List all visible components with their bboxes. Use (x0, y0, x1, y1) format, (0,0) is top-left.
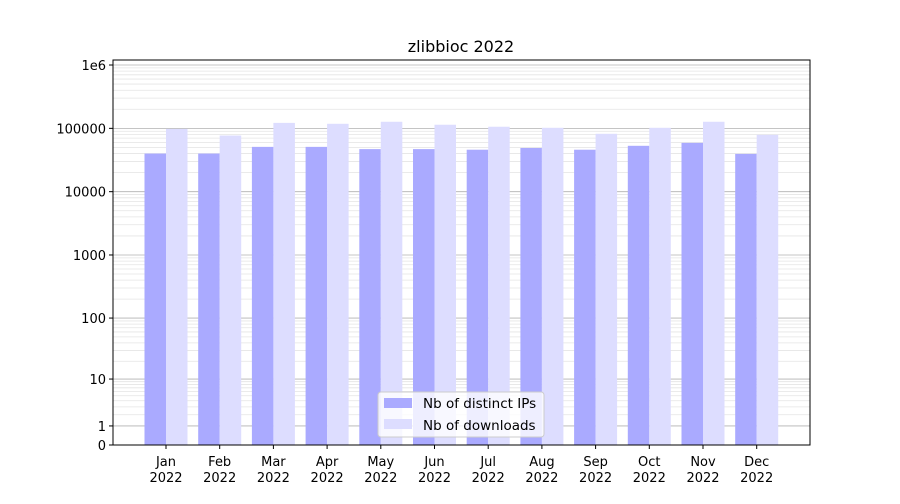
bar-distinct-ips (574, 149, 596, 445)
bar-downloads (380, 121, 403, 446)
x-axis: Jan2022Feb2022Mar2022Apr2022May2022Jun20… (149, 445, 773, 486)
x-tick-label: Oct (638, 455, 660, 470)
bar-distinct-ips (144, 153, 166, 445)
y-tick-label: 10 (89, 373, 106, 388)
x-tick-label: Aug (529, 455, 554, 470)
bar-downloads (273, 122, 295, 445)
bar-downloads (434, 124, 456, 445)
bar-downloads (541, 127, 564, 446)
x-tick-label: Jun (423, 455, 444, 470)
x-tick-label: 2022 (203, 471, 236, 486)
y-tick-label: 1e6 (81, 59, 106, 74)
bar-downloads (166, 128, 188, 445)
y-tick-label: 10000 (65, 186, 106, 201)
x-tick-label: May (367, 455, 394, 470)
bar-downloads (703, 121, 725, 446)
x-tick-label: 2022 (525, 471, 558, 486)
y-tick-label: 100000 (56, 122, 106, 137)
bars (144, 121, 779, 446)
legend-swatch-downloads (384, 419, 412, 429)
x-tick-label: 2022 (311, 471, 344, 486)
x-tick-label: 2022 (686, 471, 719, 486)
x-tick-label: 2022 (257, 471, 290, 486)
legend-label-downloads: Nb of downloads (423, 418, 536, 434)
bar-downloads (327, 123, 349, 445)
bar-distinct-ips (627, 145, 650, 445)
legend-box (377, 391, 545, 438)
bar-downloads (488, 126, 510, 446)
x-tick-label: 2022 (740, 471, 773, 486)
x-tick-label: 2022 (418, 471, 451, 486)
legend: Nb of distinct IPs Nb of downloads (377, 391, 545, 438)
bar-distinct-ips (251, 146, 274, 445)
bar-distinct-ips (735, 153, 757, 445)
x-tick-label: Jan (155, 455, 176, 470)
x-tick-label: 2022 (633, 471, 666, 486)
bar-distinct-ips (466, 149, 489, 445)
bar-distinct-ips (413, 149, 435, 446)
y-tick-label: 100 (81, 312, 106, 327)
y-axis: 0 1 10 100 1000 10000 100000 1e6 (56, 59, 113, 454)
bar-distinct-ips (359, 149, 381, 446)
x-tick-label: Dec (744, 455, 769, 470)
y-tick-label: 1000 (73, 249, 106, 264)
x-tick-label: Apr (316, 455, 339, 470)
x-tick-label: 2022 (364, 471, 397, 486)
x-tick-label: Sep (583, 455, 608, 470)
bar-distinct-ips (681, 142, 703, 445)
plot-frame (112, 59, 811, 446)
bar-distinct-ips (305, 146, 328, 445)
bar-downloads (756, 134, 779, 445)
bar-downloads (595, 133, 618, 445)
legend-swatch-ips (384, 398, 412, 408)
x-tick-label: 2022 (579, 471, 612, 486)
x-tick-label: 2022 (149, 471, 182, 486)
bar-downloads (219, 135, 242, 446)
x-tick-label: Jul (479, 455, 496, 470)
legend-label-ips: Nb of distinct IPs (423, 396, 536, 412)
x-tick-label: Feb (208, 455, 231, 470)
chart-title: zlibbioc 2022 (408, 37, 514, 56)
x-tick-label: Nov (690, 455, 716, 470)
x-tick-label: 2022 (472, 471, 505, 486)
y-tick-label: 1 (98, 420, 106, 435)
bar-downloads (649, 127, 671, 446)
bar-distinct-ips (520, 147, 542, 445)
y-tick-label: 0 (98, 439, 106, 454)
x-tick-label: Mar (261, 455, 286, 470)
bar-distinct-ips (198, 153, 220, 445)
